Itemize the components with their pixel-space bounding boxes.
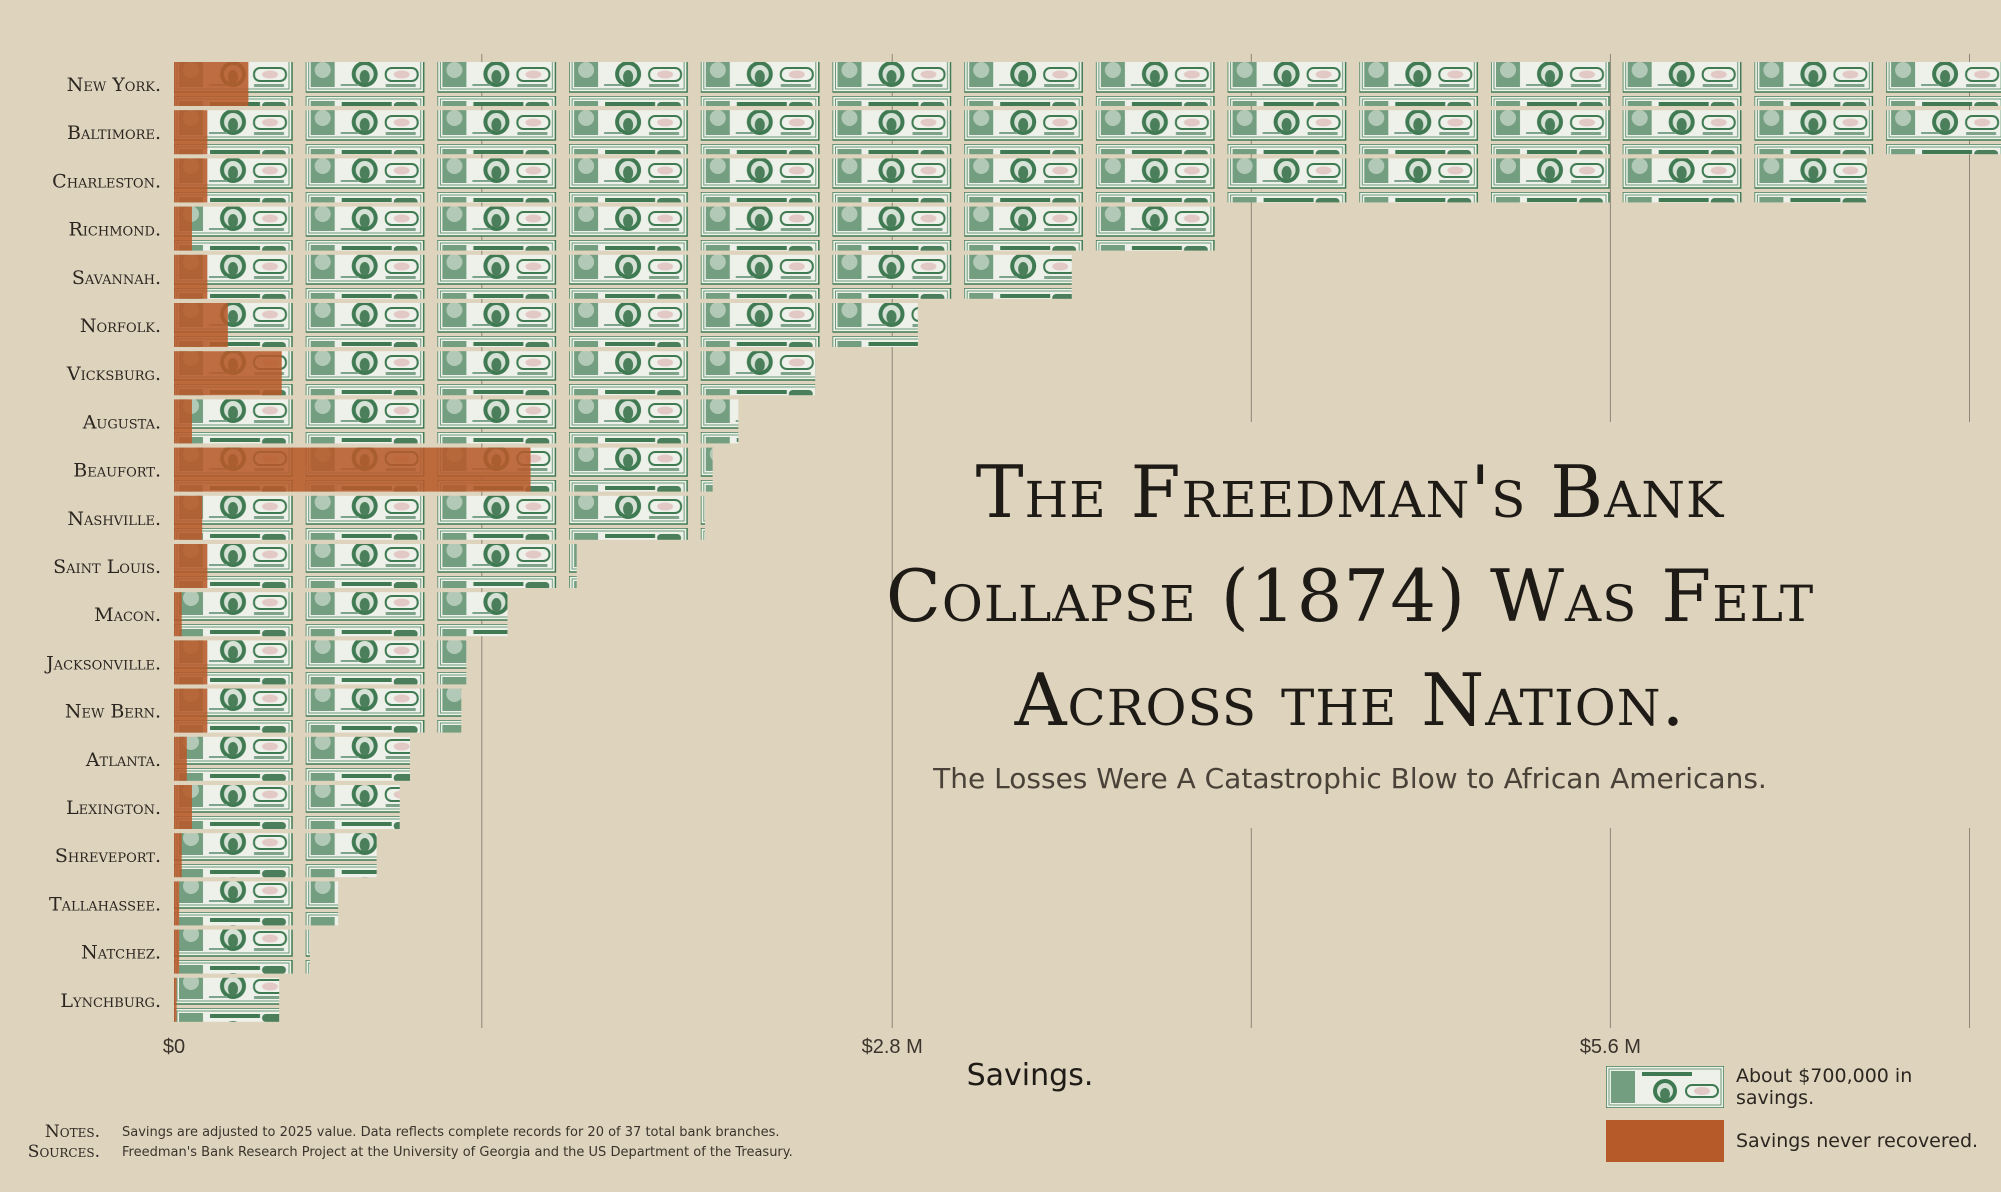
sources-label: Sources. (27, 1142, 100, 1162)
notes-text: Savings are adjusted to 2025 value. Data… (122, 1124, 780, 1140)
savings-bar (174, 206, 1226, 251)
city-label: Lynchburg. (60, 990, 161, 1012)
savings-bar (174, 303, 918, 347)
city-label: Nashville. (67, 508, 161, 530)
lost-bar (174, 640, 208, 685)
city-label: Baltimore. (67, 122, 161, 144)
lost-bar (174, 736, 187, 781)
savings-bar (174, 736, 410, 781)
lost-bar (174, 929, 180, 974)
city-label: Augusta. (82, 411, 161, 433)
chart-subtitle: The Losses Were A Catastrophic Blow to A… (933, 762, 1767, 795)
lost-bar (174, 688, 208, 733)
sources-row: Sources. Freedman's Bank Research Projec… (22, 1142, 922, 1162)
legend-item-lost: Savings never recovered. (1606, 1120, 1996, 1162)
x-axis-ticks: $0$2.8 M$5.6 M$8.4 M (163, 1036, 1641, 1058)
city-label: New Bern. (65, 701, 161, 723)
x-tick-label: $0 (163, 1036, 185, 1058)
city-label: Jacksonville. (44, 652, 161, 674)
bill-icon (1606, 1066, 1724, 1108)
lost-bar (174, 399, 192, 444)
savings-bar (174, 592, 508, 637)
city-label: Charleston. (52, 170, 161, 192)
city-label: Richmond. (68, 219, 161, 241)
lost-bar (174, 62, 249, 106)
city-label: New York. (67, 74, 161, 96)
savings-bar (174, 833, 377, 878)
city-label: Lexington. (66, 797, 161, 819)
savings-bar (174, 929, 310, 974)
lost-bar (174, 785, 192, 829)
x-axis-title: Savings. (966, 1058, 1094, 1093)
lost-bar (174, 592, 182, 637)
savings-bar (174, 254, 1072, 299)
city-label: Savannah. (72, 267, 161, 289)
city-label: Tallahassee. (49, 893, 161, 915)
city-label: Atlanta. (85, 749, 161, 771)
savings-bar (174, 785, 400, 829)
city-label: Vicksburg. (66, 363, 161, 385)
lost-bar (174, 158, 208, 203)
title-block: The Freedman's Bank Collapse (1874) Was … (840, 440, 1860, 795)
savings-bar (174, 977, 280, 1022)
notes-row: Notes. Savings are adjusted to 2025 valu… (22, 1122, 922, 1142)
savings-bar (174, 544, 577, 588)
city-label: Macon. (94, 604, 161, 626)
savings-bar (174, 62, 2001, 106)
lost-bar (174, 833, 182, 878)
savings-bar (174, 640, 467, 685)
lost-bar (174, 544, 208, 588)
legend-label-lost: Savings never recovered. (1736, 1130, 1979, 1152)
loss-swatch (1606, 1120, 1724, 1162)
notes-label: Notes. (44, 1122, 100, 1142)
legend-label-savings: About $700,000 in savings. (1736, 1065, 1913, 1109)
lost-bar (174, 303, 228, 347)
lost-bar (174, 881, 180, 926)
lost-bar (174, 495, 203, 540)
lost-bar (174, 206, 192, 251)
savings-bar (174, 110, 2001, 155)
city-label: Beaufort. (73, 460, 161, 482)
legend: About $700,000 in savings. Savings never… (1606, 1065, 1996, 1174)
savings-bar (174, 158, 1867, 203)
notes-block: Notes. Savings are adjusted to 2025 valu… (22, 1122, 922, 1162)
savings-bar (174, 881, 339, 926)
lost-bar (174, 977, 177, 1022)
legend-item-savings: About $700,000 in savings. (1606, 1065, 1996, 1109)
savings-bar (174, 688, 462, 733)
sources-text: Freedman's Bank Research Project at the … (122, 1144, 793, 1160)
lost-bar (174, 110, 208, 155)
x-tick-label: $2.8 M (862, 1036, 923, 1058)
lost-bar (174, 254, 208, 299)
city-label: Natchez. (81, 942, 161, 964)
bars (174, 62, 2001, 1022)
lost-bar (174, 351, 282, 396)
chart-title: The Freedman's Bank Collapse (1874) Was … (885, 450, 1815, 742)
city-labels: New York. Baltimore. Charleston. Richmond. S… (44, 74, 161, 1012)
savings-bar (174, 399, 739, 444)
city-label: Norfolk. (80, 315, 161, 337)
city-label: Shreveport. (55, 845, 161, 867)
city-label: Saint Louis. (53, 556, 161, 578)
x-tick-label: $5.6 M (1580, 1036, 1641, 1058)
savings-bar (174, 495, 705, 540)
lost-bar (174, 447, 531, 492)
